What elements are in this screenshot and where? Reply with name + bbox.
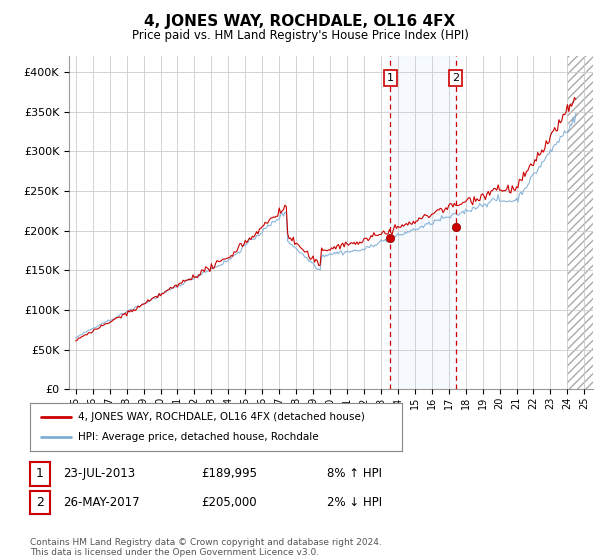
Text: HPI: Average price, detached house, Rochdale: HPI: Average price, detached house, Roch… bbox=[79, 432, 319, 442]
Text: 26-MAY-2017: 26-MAY-2017 bbox=[63, 496, 140, 509]
Bar bbox=[390, 56, 456, 389]
Text: 2% ↓ HPI: 2% ↓ HPI bbox=[327, 496, 382, 509]
Text: 8% ↑ HPI: 8% ↑ HPI bbox=[327, 467, 382, 480]
Text: 1: 1 bbox=[36, 467, 44, 480]
Text: 2: 2 bbox=[36, 496, 44, 509]
Text: 2: 2 bbox=[452, 73, 460, 83]
Text: 4, JONES WAY, ROCHDALE, OL16 4FX (detached house): 4, JONES WAY, ROCHDALE, OL16 4FX (detach… bbox=[79, 412, 365, 422]
Text: Price paid vs. HM Land Registry's House Price Index (HPI): Price paid vs. HM Land Registry's House … bbox=[131, 29, 469, 42]
Text: Contains HM Land Registry data © Crown copyright and database right 2024.
This d: Contains HM Land Registry data © Crown c… bbox=[30, 538, 382, 557]
Text: 1: 1 bbox=[387, 73, 394, 83]
Text: 23-JUL-2013: 23-JUL-2013 bbox=[63, 467, 135, 480]
Text: 4, JONES WAY, ROCHDALE, OL16 4FX: 4, JONES WAY, ROCHDALE, OL16 4FX bbox=[145, 14, 455, 29]
Text: £189,995: £189,995 bbox=[201, 467, 257, 480]
Text: £205,000: £205,000 bbox=[201, 496, 257, 509]
